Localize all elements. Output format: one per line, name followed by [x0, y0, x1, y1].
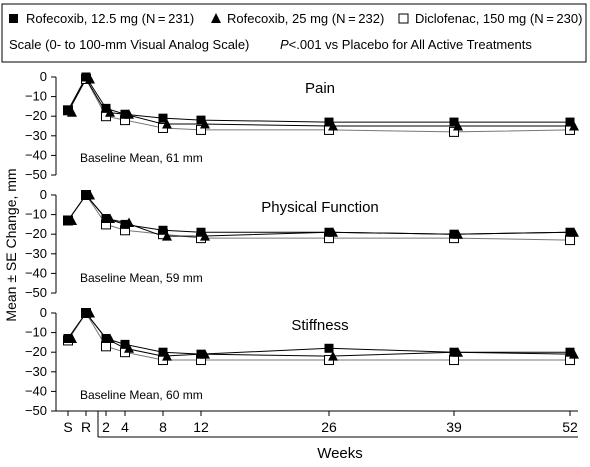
data-point — [158, 225, 168, 235]
y-tick-label: 0 — [40, 69, 47, 84]
x-tick-label: 52 — [562, 419, 578, 435]
y-tick-label: −40 — [25, 265, 47, 280]
data-point — [196, 115, 206, 125]
x-tick-label: 26 — [321, 419, 337, 435]
data-point — [449, 229, 459, 239]
y-tick-label: −20 — [25, 344, 47, 359]
data-point — [565, 227, 575, 237]
y-ticks: 0 −10 −20 −30 −40 −50 — [25, 187, 56, 300]
data-point — [81, 308, 91, 318]
y-tick-label: −50 — [25, 403, 47, 418]
data-point — [565, 235, 575, 246]
data-point — [196, 227, 206, 237]
data-point — [162, 119, 172, 129]
y-ticks: 0 −10 −20 −30 −40 −50 — [25, 69, 56, 182]
data-point — [449, 117, 459, 127]
data-point — [63, 105, 73, 115]
data-point — [101, 333, 111, 343]
x-tick-label: 12 — [193, 419, 209, 435]
panel-stiffness: 0 −10 −20 −30 −40 −50 Stiffness Baseline Mean… — [25, 305, 579, 418]
data-point — [324, 343, 334, 353]
y-tick-label: −30 — [25, 128, 47, 143]
x-ticks: S R 2 4 8 12 26 39 52 — [63, 411, 578, 435]
legend-label-rofecoxib-25: Rofecoxib, 25 mg (N = 232) — [227, 11, 384, 26]
legend-marker-diclofenac — [398, 13, 409, 24]
data-point — [196, 124, 206, 135]
x-tick-label: S — [63, 419, 72, 435]
legend-frame — [1, 3, 587, 63]
x-tick-label: 8 — [159, 419, 167, 435]
data-point — [328, 351, 338, 361]
legend-label-diclofenac: Diclofenac, 150 mg (N = 230) — [415, 11, 582, 26]
panel-title: Pain — [305, 80, 335, 97]
x-tick-label: 4 — [121, 419, 129, 435]
y-tick-label: −10 — [25, 325, 47, 340]
data-point — [158, 347, 168, 357]
y-tick-label: −40 — [25, 383, 47, 398]
data-point — [63, 215, 73, 225]
series-markers — [63, 72, 579, 137]
series-markers — [63, 190, 579, 246]
y-tick-label: −20 — [25, 108, 47, 123]
y-tick-label: −40 — [25, 147, 47, 162]
data-point — [449, 126, 459, 137]
data-point — [565, 347, 575, 357]
x-axis-label: Weeks — [317, 445, 363, 462]
data-point — [565, 117, 575, 127]
x-tick-label: 2 — [102, 419, 110, 435]
y-tick-label: −30 — [25, 246, 47, 261]
data-point — [324, 117, 334, 127]
baseline-note: Baseline Mean, 61 mm — [80, 151, 203, 165]
legend-marker-rofecoxib-25 — [211, 13, 221, 23]
panel-physical-function: 0 −10 −20 −30 −40 −50 Physical Function Basel… — [25, 187, 579, 300]
data-point — [196, 349, 206, 359]
significance-p: P — [280, 37, 289, 52]
data-point — [101, 214, 111, 224]
data-point — [120, 109, 130, 119]
y-tick-label: 0 — [40, 187, 47, 202]
legend-marker-rofecoxib-12-5 — [9, 14, 18, 23]
y-tick-label: −20 — [25, 226, 47, 241]
significance-text: <.001 vs Placebo for All Active Treatmen… — [289, 37, 533, 52]
y-tick-label: −10 — [25, 207, 47, 222]
y-tick-label: −50 — [25, 285, 47, 300]
data-point — [449, 355, 459, 366]
legend: Rofecoxib, 12.5 mg (N = 231) Rofecoxib, … — [1, 3, 587, 63]
baseline-note: Baseline Mean, 60 mm — [80, 388, 203, 402]
x-tick-label: 39 — [446, 419, 462, 435]
panel-pain: 0 −10 −20 −30 −40 −50 Pain Baseline Mean, 61 … — [25, 69, 579, 182]
y-axis-label: Mean ± SE Change, mm — [3, 168, 19, 321]
data-point — [63, 333, 73, 343]
data-point — [81, 190, 91, 200]
y-tick-label: −10 — [25, 89, 47, 104]
data-point — [101, 103, 111, 113]
data-point — [449, 347, 459, 357]
panel-title: Stiffness — [291, 317, 348, 334]
series-markers — [63, 308, 579, 366]
panel-title: Physical Function — [261, 199, 379, 216]
data-point — [101, 341, 111, 352]
baseline-note: Baseline Mean, 59 mm — [80, 271, 203, 285]
data-point — [158, 113, 168, 123]
data-point — [81, 72, 91, 82]
y-ticks: 0 −10 −20 −30 −40 −50 — [25, 305, 56, 418]
data-point — [120, 339, 130, 349]
y-tick-label: 0 — [40, 305, 47, 320]
x-tick-label: R — [81, 419, 91, 435]
x-axis: S R 2 4 8 12 26 39 52 Weeks — [56, 410, 578, 462]
data-point — [324, 227, 334, 237]
significance-note: P<.001 vs Placebo for All Active Treatme… — [280, 37, 532, 52]
y-tick-label: −30 — [25, 364, 47, 379]
scale-note: Scale (0- to 100-mm Visual Analog Scale) — [9, 37, 249, 52]
data-point — [162, 231, 172, 241]
data-point — [120, 219, 130, 229]
legend-label-rofecoxib-12-5: Rofecoxib, 12.5 mg (N = 231) — [26, 11, 194, 26]
y-tick-label: −50 — [25, 167, 47, 182]
